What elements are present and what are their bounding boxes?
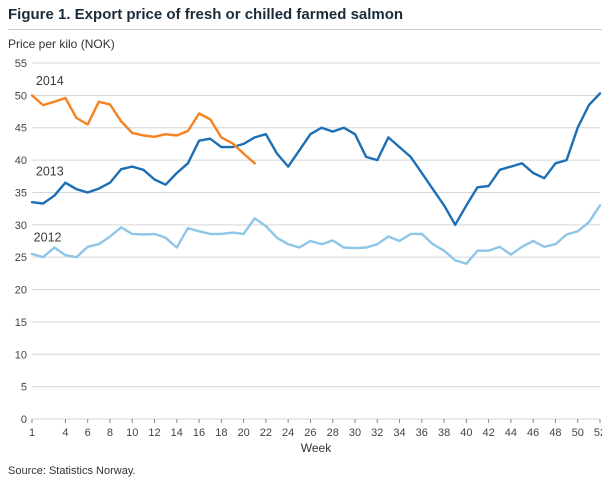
x-tick-label: 52: [594, 427, 602, 439]
x-tick-label: 50: [572, 427, 584, 439]
y-tick-label: 20: [15, 285, 27, 297]
x-tick-label: 42: [483, 427, 495, 439]
x-tick-label: 24: [282, 427, 294, 439]
x-tick-label: 26: [304, 427, 316, 439]
figure-title: Figure 1. Export price of fresh or chill…: [8, 6, 404, 23]
series-label-2014: 2014: [36, 74, 64, 88]
x-tick-label: 30: [349, 427, 361, 439]
x-axis-title: Week: [301, 441, 332, 455]
source-note: Source: Statistics Norway.: [8, 465, 136, 477]
x-tick-label: 10: [126, 427, 138, 439]
x-tick-label: 28: [327, 427, 339, 439]
x-tick-label: 22: [260, 427, 272, 439]
title-divider: [8, 29, 602, 30]
y-tick-label: 40: [15, 155, 27, 167]
series-line-2012: [30, 204, 602, 265]
y-tick-label: 55: [15, 58, 27, 70]
x-tick-label: 32: [371, 427, 383, 439]
x-tick-label: 1: [29, 427, 35, 439]
x-tick-label: 20: [237, 427, 249, 439]
x-tick-label: 12: [148, 427, 160, 439]
y-tick-label: 35: [15, 187, 27, 199]
y-axis-unit-label: Price per kilo (NOK): [8, 37, 115, 51]
x-tick-label: 44: [505, 427, 517, 439]
x-tick-label: 4: [62, 427, 68, 439]
series-label-2013: 2013: [36, 165, 64, 179]
y-tick-label: 10: [15, 349, 27, 361]
x-tick-label: 48: [549, 427, 561, 439]
x-tick-label: 36: [416, 427, 428, 439]
y-tick-label: 50: [15, 90, 27, 102]
y-tick-label: 45: [15, 123, 27, 135]
y-tick-label: 0: [21, 414, 27, 426]
x-tick-label: 14: [171, 427, 183, 439]
y-tick-label: 5: [21, 382, 27, 394]
y-tick-label: 15: [15, 317, 27, 329]
x-tick-label: 34: [393, 427, 405, 439]
x-tick-label: 8: [107, 427, 113, 439]
x-tick-label: 16: [193, 427, 205, 439]
series-line-2013: [30, 92, 602, 227]
series-line-2014: [30, 94, 256, 165]
x-tick-label: 38: [438, 427, 450, 439]
x-tick-label: 40: [460, 427, 472, 439]
x-tick-label: 6: [85, 427, 91, 439]
y-tick-label: 25: [15, 252, 27, 264]
x-tick-label: 18: [215, 427, 227, 439]
series-label-2012: 2012: [34, 231, 62, 245]
x-tick-label: 46: [527, 427, 539, 439]
y-tick-label: 30: [15, 220, 27, 232]
